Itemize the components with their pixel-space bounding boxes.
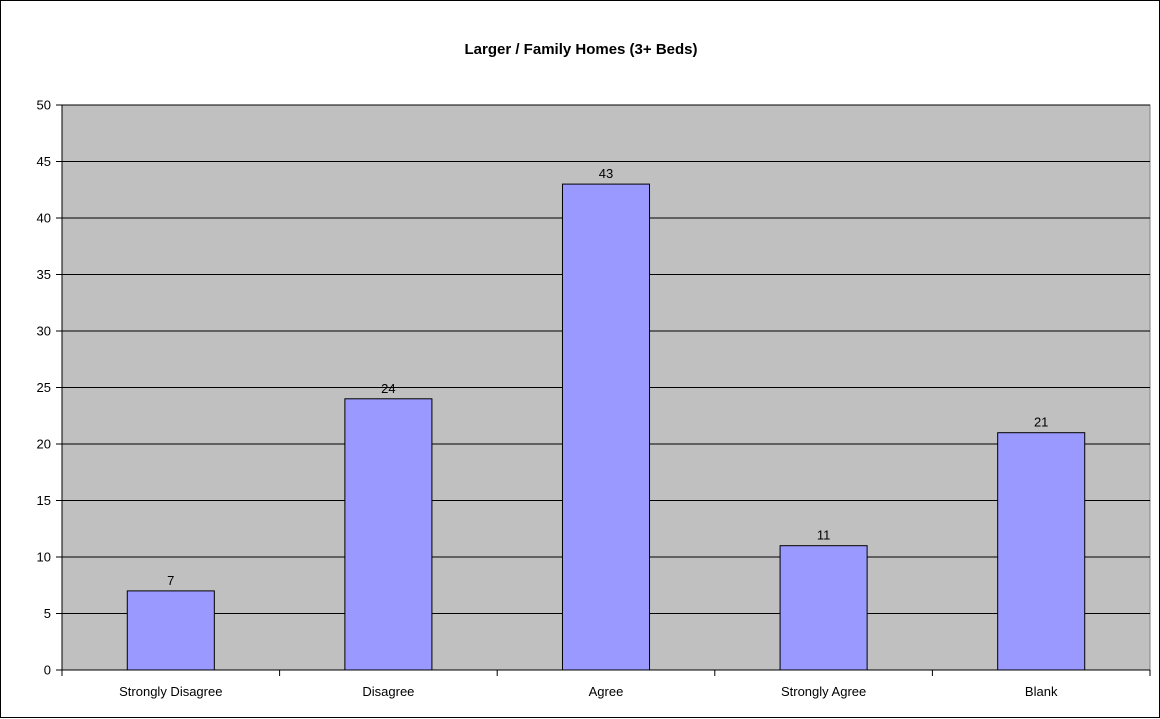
data-labels: 7 24 43 11 21 [167,166,1048,588]
bar [779,545,868,671]
y-tick-label: 20 [37,437,51,452]
y-tick-label: 40 [37,211,51,226]
y-tick-label: 10 [37,550,51,565]
x-tick-label: Strongly Disagree [119,684,222,699]
bar [997,432,1086,671]
x-tick-label: Disagree [362,684,414,699]
x-tick-label: Blank [1025,684,1058,699]
x-tick-label: Agree [589,684,624,699]
y-tick-label: 30 [37,324,51,339]
bar [344,398,433,671]
y-tick-label: 50 [37,98,51,113]
bar [561,183,651,671]
y-tick-label: 25 [37,380,51,395]
axes: 0 5 10 15 20 25 30 35 40 45 50 Strongly Disagree Dis… [37,98,1151,699]
y-tick-label: 5 [44,606,51,621]
data-label: 11 [817,528,831,543]
y-tick-label: 0 [44,663,51,678]
y-tick-label: 45 [37,154,51,169]
bar [126,590,215,671]
gridlines [62,104,1150,614]
data-label: 7 [167,573,174,588]
x-tick-label: Strongly Agree [781,684,866,699]
data-label: 43 [599,166,613,181]
chart-title: Larger / Family Homes (3+ Beds) [465,41,698,58]
y-tick-label: 15 [37,493,51,508]
data-label: 24 [381,381,395,396]
y-tick-label: 35 [37,267,51,282]
data-label: 21 [1034,415,1048,430]
